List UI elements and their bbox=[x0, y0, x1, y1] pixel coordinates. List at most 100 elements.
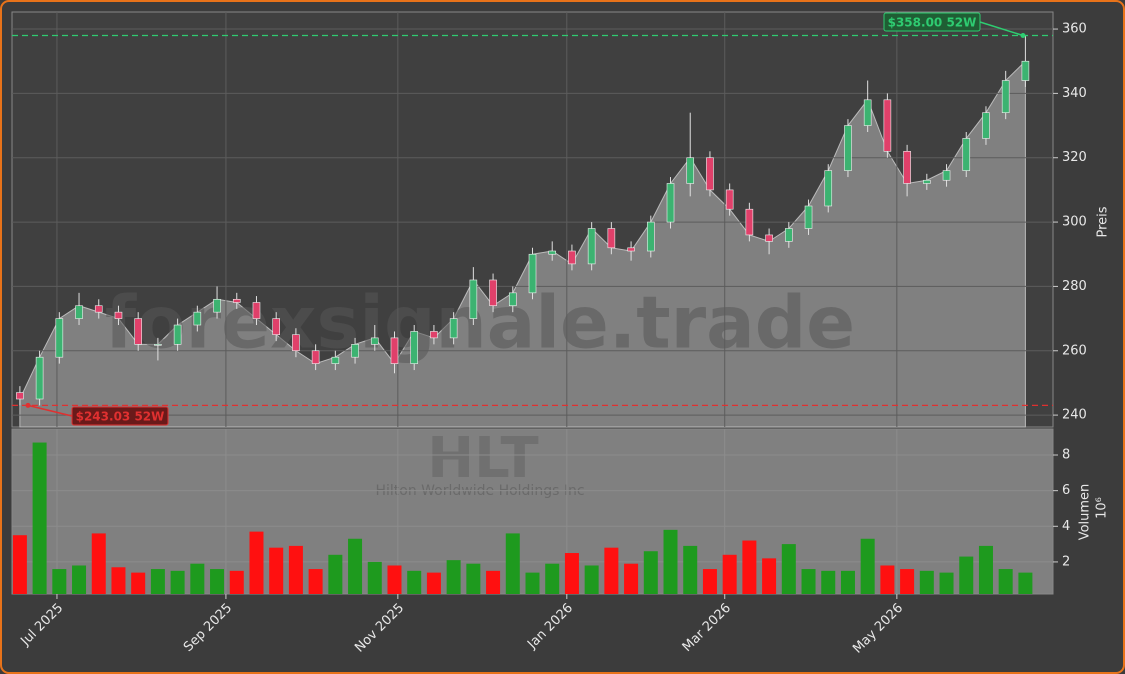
volume-bar bbox=[959, 556, 974, 594]
candle-body bbox=[686, 157, 695, 184]
y-tick-label: 240 bbox=[1062, 408, 1087, 423]
candle-body bbox=[134, 318, 142, 345]
volume-bar bbox=[564, 553, 579, 594]
volume-bar bbox=[663, 529, 678, 594]
volume-bar bbox=[12, 535, 27, 594]
candle-body bbox=[272, 318, 280, 335]
candle-body bbox=[114, 311, 123, 319]
volume-bar bbox=[210, 569, 225, 594]
candle-body bbox=[646, 221, 655, 252]
candle-body bbox=[449, 318, 458, 339]
candle-body bbox=[587, 228, 596, 265]
volume-bar bbox=[229, 570, 244, 594]
candle-body bbox=[55, 318, 64, 358]
volume-bar bbox=[919, 570, 934, 594]
y-tick-label: 260 bbox=[1062, 343, 1087, 358]
candle-body bbox=[804, 205, 813, 229]
y-label: Preis bbox=[1096, 206, 1111, 237]
candle-body bbox=[982, 112, 990, 139]
candle-body bbox=[430, 331, 438, 339]
candle-body bbox=[35, 356, 44, 400]
volume-bar bbox=[880, 565, 895, 594]
volume-bar bbox=[52, 569, 67, 594]
y-tick-label: 8 bbox=[1062, 448, 1070, 463]
candle-body bbox=[311, 350, 320, 364]
volume-bar bbox=[860, 538, 875, 594]
volume-bar bbox=[328, 554, 343, 594]
candle-body bbox=[568, 250, 576, 265]
volume-bar bbox=[978, 545, 993, 594]
candle-body bbox=[962, 138, 971, 171]
candle-body bbox=[351, 344, 359, 358]
candle-body bbox=[508, 292, 517, 307]
candle-body bbox=[94, 305, 103, 313]
volume-bar bbox=[702, 569, 717, 594]
candle-body bbox=[883, 99, 892, 152]
volume-bar bbox=[781, 544, 796, 594]
candle-body bbox=[252, 302, 261, 319]
candle-body bbox=[154, 344, 162, 346]
y-tick-label: 2 bbox=[1062, 554, 1070, 569]
volume-bar bbox=[466, 563, 481, 594]
y-tick-label: 360 bbox=[1062, 22, 1087, 37]
annotation-box bbox=[71, 406, 169, 426]
candle-body bbox=[607, 228, 616, 249]
candle-body bbox=[173, 324, 182, 345]
candle-body bbox=[942, 170, 951, 181]
volume-bar bbox=[269, 547, 284, 594]
candle-body bbox=[331, 356, 340, 364]
volume-bar bbox=[762, 558, 777, 594]
y-tick-label: 340 bbox=[1062, 86, 1087, 101]
volume-bar bbox=[249, 531, 264, 594]
candle-body bbox=[1001, 80, 1010, 113]
volume-bar bbox=[407, 570, 422, 594]
volume-bar bbox=[32, 442, 47, 594]
candle-body bbox=[824, 170, 833, 207]
volume-bar bbox=[91, 533, 106, 594]
volume-bar bbox=[939, 572, 954, 594]
candle-body bbox=[923, 179, 931, 184]
ticker-watermark: HLT bbox=[427, 426, 538, 491]
volume-label: Volumen bbox=[1078, 484, 1093, 541]
volume-bar bbox=[801, 569, 816, 594]
candle-body bbox=[863, 99, 872, 126]
candle-body bbox=[489, 279, 497, 307]
volume-bar bbox=[742, 540, 757, 594]
candle-body bbox=[785, 228, 793, 242]
volume-bar bbox=[387, 565, 402, 594]
volume-bar bbox=[505, 533, 520, 594]
candle-body bbox=[213, 298, 221, 313]
volume-bar bbox=[446, 560, 461, 594]
volume-bar bbox=[545, 563, 560, 594]
volume-bar bbox=[722, 554, 737, 594]
volume-bar bbox=[190, 563, 205, 594]
volume-unit: 10⁶ bbox=[1095, 497, 1110, 519]
volume-bar bbox=[840, 570, 855, 594]
annotation-label: $358.00 52W bbox=[888, 16, 977, 30]
candle-body bbox=[903, 150, 911, 184]
volume-bar bbox=[308, 569, 323, 594]
volume-bar bbox=[170, 570, 185, 594]
volume-bar bbox=[683, 545, 698, 594]
y-tick-label: 280 bbox=[1062, 279, 1087, 294]
candle-body bbox=[627, 247, 635, 252]
candle-body bbox=[232, 298, 241, 303]
candle-body bbox=[410, 331, 419, 364]
annotation-label: $243.03 52W bbox=[76, 410, 165, 424]
candle-body bbox=[390, 337, 399, 364]
volume-bar bbox=[643, 551, 658, 594]
candle-body bbox=[725, 189, 734, 210]
candle-body bbox=[75, 305, 83, 319]
candle-body bbox=[16, 392, 24, 400]
volume-bar bbox=[486, 570, 501, 594]
volume-bar bbox=[150, 569, 165, 594]
volume-bar bbox=[624, 563, 639, 594]
y-tick-label: 300 bbox=[1062, 215, 1087, 230]
candle-body bbox=[548, 250, 557, 255]
candle-body bbox=[370, 337, 379, 345]
volume-bar bbox=[72, 565, 87, 594]
volume-bar bbox=[900, 569, 915, 594]
volume-bar bbox=[1018, 572, 1033, 594]
candle-body bbox=[1021, 60, 1030, 81]
